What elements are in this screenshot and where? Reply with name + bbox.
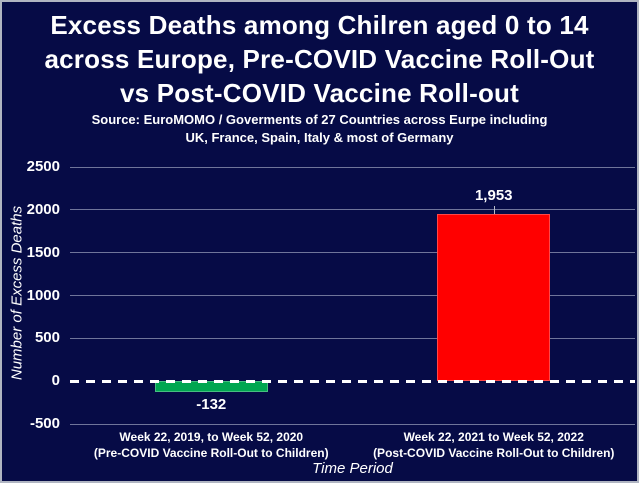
gridline — [70, 423, 635, 425]
y-tick-label: 2500 — [26, 158, 60, 175]
chart-title: Excess Deaths among Chilren aged 0 to 14… — [2, 2, 637, 110]
value-leader-line — [493, 205, 495, 214]
y-tick-label: -500 — [29, 415, 60, 432]
bar-value-label: -132 — [196, 396, 227, 414]
chart-title-line-3: vs Post-COVID Vaccine Roll-out — [120, 78, 519, 108]
bar-post-rollout — [437, 213, 551, 382]
x-axis-title: Time Period — [312, 460, 393, 477]
gridline — [70, 166, 635, 168]
zero-baseline — [70, 379, 635, 383]
bar-value-label: 1,953 — [474, 186, 513, 204]
chart-source-line-2: UK, France, Spain, Italy & most of Germa… — [185, 130, 454, 145]
y-tick-label: 1000 — [26, 286, 60, 304]
chart-title-line-2: across Europe, Pre-COVID Vaccine Roll-Ou… — [44, 44, 595, 74]
x-category-line: Week 22, 2021 to Week 52, 2022 — [403, 430, 584, 444]
x-category-label-pre: Week 22, 2019, to Week 52, 2020 (Pre-COVI… — [66, 429, 356, 461]
chart-source: Source: EuroMOMO / Goverments of 27 Coun… — [2, 111, 637, 147]
bar-pre-rollout — [154, 381, 268, 393]
gridline — [70, 337, 635, 339]
y-tick-label: 2000 — [26, 200, 60, 218]
chart-source-line-1: Source: EuroMOMO / Goverments of 27 Coun… — [91, 112, 548, 127]
gridline — [70, 209, 635, 211]
y-tick-label: 0 — [51, 372, 60, 390]
x-category-label-post: Week 22, 2021 to Week 52, 2022 (Post-COVI… — [349, 429, 637, 461]
y-tick-label: 1500 — [26, 243, 60, 261]
gridline — [70, 295, 635, 296]
plot-area: 2500 2000 1500 1000 500 0 -500 -132 Week 22, 201… — [27, 158, 635, 460]
x-category-line: (Pre-COVID Vaccine Roll-Out to Children) — [93, 446, 329, 460]
x-category-line: (Post-COVID Vaccine Roll-Out to Children… — [373, 446, 615, 460]
x-category-line: Week 22, 2019, to Week 52, 2020 — [119, 430, 304, 444]
y-tick-label: 500 — [34, 329, 60, 347]
gridline — [70, 252, 635, 254]
chart-title-line-1: Excess Deaths among Chilren aged 0 to 14 — [50, 10, 589, 40]
